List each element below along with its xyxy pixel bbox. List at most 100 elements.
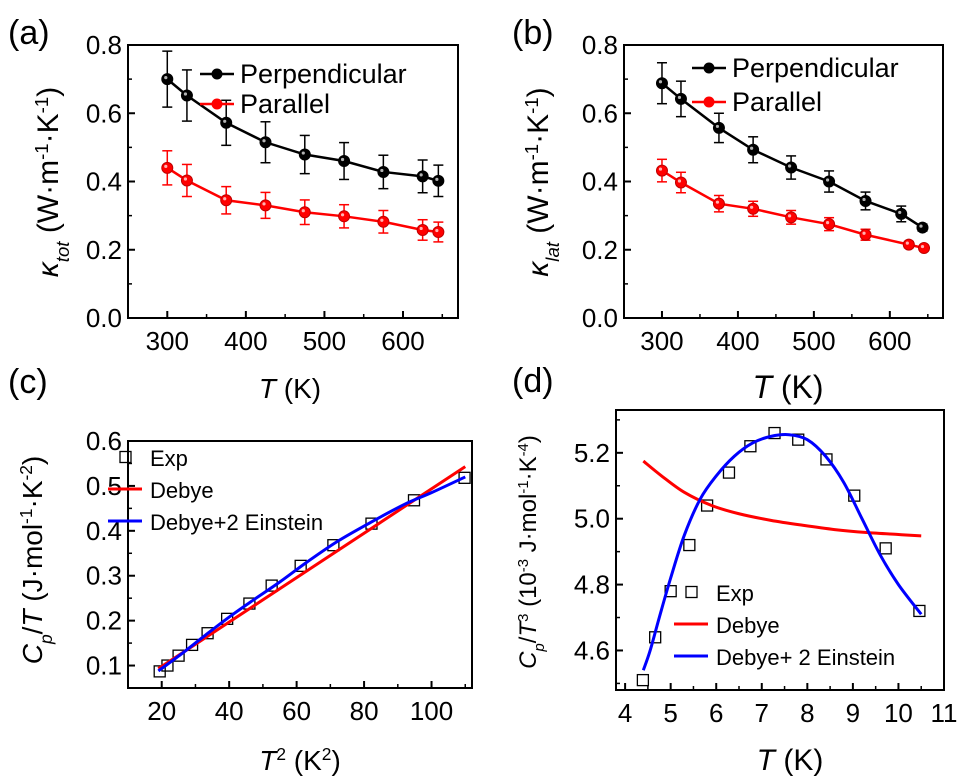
point-highlight — [164, 76, 168, 80]
data-point — [683, 538, 696, 552]
point-highlight — [419, 226, 423, 231]
data-point — [879, 542, 892, 555]
series-debye-2-einstein — [157, 475, 466, 673]
series-exp — [636, 426, 926, 687]
point-highlight — [898, 210, 902, 215]
data-point — [785, 161, 798, 174]
data-point — [180, 174, 193, 187]
data-point — [327, 539, 340, 552]
x-tick-label: 500 — [303, 326, 346, 356]
data-point — [416, 223, 429, 236]
y-tick-label: 5.0 — [574, 504, 610, 534]
point-highlight — [919, 224, 923, 228]
panel-label: (a) — [8, 14, 50, 52]
y-tick-label: 0.8 — [582, 30, 618, 60]
panel-a: (a) 300 400 500 600 0.0 0.2 0.4 0.6 0.8 T (K) κtot … — [8, 14, 459, 404]
data-point — [338, 210, 351, 223]
legend-marker — [685, 585, 698, 599]
legend-marker — [703, 96, 715, 108]
y-tick-label: 0.0 — [86, 303, 122, 333]
point-highlight — [223, 119, 227, 123]
data-point — [161, 73, 174, 86]
data-point — [747, 143, 760, 156]
x-tick-label: 600 — [868, 326, 911, 356]
point-highlight — [435, 177, 439, 181]
y-tick-label: 0.0 — [582, 303, 618, 333]
fit-curve — [642, 459, 922, 538]
data-point — [407, 494, 421, 507]
point-highlight — [301, 151, 305, 155]
x-axis-label: T (K) — [259, 373, 321, 404]
plot-frame — [623, 44, 944, 319]
legend-label: Perpendicular — [732, 53, 899, 83]
series-line — [661, 169, 925, 250]
data-point — [185, 638, 199, 652]
data-point — [298, 148, 311, 161]
y-axis-label: Cp/T (J·mol-1·K-2) — [16, 456, 56, 665]
legend-item: Debye — [108, 478, 214, 503]
data-point — [902, 238, 915, 251]
legend-item: Debye+ 2 Einstein — [674, 645, 895, 670]
y-tick-label: 0.3 — [86, 561, 122, 591]
point-highlight — [435, 228, 439, 233]
data-point — [747, 202, 760, 215]
point-highlight — [301, 209, 305, 213]
data-point — [823, 175, 836, 188]
point-highlight — [715, 124, 720, 129]
data-point — [712, 197, 725, 210]
legend-label: Debye — [716, 613, 780, 638]
x-tick-label: 400 — [716, 326, 759, 356]
data-point — [294, 559, 307, 572]
legend-item: Perpendicular — [692, 53, 899, 83]
data-point — [432, 226, 445, 239]
series-parallel — [655, 158, 931, 255]
legend-item: Exp — [119, 446, 188, 471]
series-perpendicular — [655, 61, 929, 234]
point-highlight — [750, 146, 754, 150]
plot-frame — [127, 440, 473, 689]
x-tick-label: 80 — [350, 696, 379, 726]
point-highlight — [825, 221, 830, 225]
x-tick-label: 300 — [146, 326, 189, 356]
point-highlight — [862, 231, 866, 235]
legend-marker — [119, 450, 132, 464]
legend: Perpendicular Parallel — [692, 53, 899, 117]
point-highlight — [825, 178, 830, 182]
data-point — [377, 215, 390, 228]
y-tick-label: 0.4 — [86, 167, 122, 197]
legend-label: Exp — [150, 446, 188, 471]
point-highlight — [787, 214, 792, 218]
point-highlight — [677, 179, 682, 183]
x-tick-label: 10 — [884, 698, 913, 728]
legend: Exp Debye Debye+ 2 Einstein — [674, 581, 895, 670]
x-axis-label: T2 (K2) — [259, 744, 341, 776]
data-point — [913, 604, 926, 618]
x-axis-label: T (K) — [752, 369, 823, 405]
y-tick-label: 4.6 — [574, 635, 610, 665]
point-highlight — [380, 218, 384, 222]
point-highlight — [183, 177, 188, 181]
point-highlight — [262, 202, 266, 206]
legend-item: Exp — [685, 581, 754, 606]
data-point — [432, 174, 445, 187]
data-point — [895, 207, 908, 220]
point-highlight — [340, 213, 345, 217]
data-point — [655, 77, 668, 90]
data-point — [664, 585, 677, 598]
y-tick-label: 0.2 — [86, 235, 122, 265]
legend-item: Parallel — [692, 87, 822, 117]
point-highlight — [905, 241, 909, 245]
data-point — [859, 228, 872, 241]
legend-label: Perpendicular — [240, 59, 407, 89]
y-tick-label: 0.5 — [86, 471, 122, 501]
legend-label: Debye+ 2 Einstein — [716, 645, 895, 670]
y-tick-label: 0.1 — [86, 651, 122, 681]
panel-b: (b) 300 400 500 600 0.0 0.2 0.4 0.6 0.8 T (K) κlat … — [512, 14, 944, 405]
point-highlight — [340, 157, 345, 162]
data-point — [259, 136, 272, 149]
legend-label: Debye — [150, 478, 214, 503]
series-debye — [642, 459, 922, 538]
data-point — [220, 194, 233, 207]
